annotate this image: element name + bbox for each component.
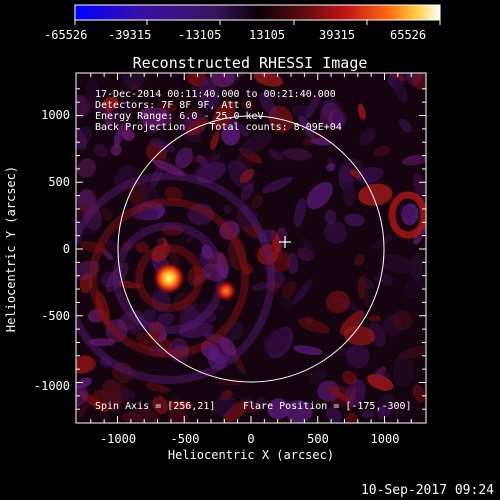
colorbar-gradient: [74, 4, 441, 21]
colorbar-tick-label: -65526: [44, 28, 87, 42]
y-tick-label: -500: [41, 309, 70, 323]
info-line: Back Projection Total counts: 8.09E+04: [95, 122, 342, 133]
x-tick-label: 0: [247, 432, 254, 446]
x-axis-title: Heliocentric X (arcsec): [168, 448, 334, 462]
colorbar-tick-label: 39315: [319, 28, 355, 42]
hot-source-primary: [153, 262, 185, 294]
colorbar-ticks: [74, 20, 441, 25]
flare-position-label: Flare Position = [-175,-300]: [243, 401, 412, 412]
spin-axis-label: Spin Axis = [256,21]: [95, 401, 215, 412]
timestamp: 10-Sep-2017 09:24: [361, 483, 494, 498]
colorbar-tick-label: 65526: [390, 28, 426, 42]
y-tick-label: 0: [63, 242, 70, 256]
info-line: Energy Range: 6.0 - 25.0 keV: [95, 111, 264, 122]
colorbar-tick-label: -39315: [108, 28, 151, 42]
info-line: Detectors: 7F 8F 9F, Att 0: [95, 100, 252, 111]
spin-axis-marker: [279, 236, 291, 248]
x-tick-label: 1000: [371, 432, 400, 446]
info-block: 17-Dec-2014 00:11:40.000 to 00:21:40.000…: [95, 89, 342, 133]
x-tick-label: -1000: [100, 432, 136, 446]
info-line: 17-Dec-2014 00:11:40.000 to 00:21:40.000: [95, 89, 336, 100]
hot-source-secondary: [215, 280, 237, 302]
plot-title: Reconstructed RHESSI Image: [133, 54, 368, 72]
x-tick-label: -500: [171, 432, 200, 446]
y-axis-title: Heliocentric Y (arcsec): [4, 166, 18, 332]
colorbar-tick-label: 13105: [249, 28, 285, 42]
y-tick-label: 1000: [41, 108, 70, 122]
solar-limb-circle: [117, 115, 385, 383]
x-tick-label: 500: [307, 432, 329, 446]
y-tick-label: -1000: [34, 379, 70, 393]
colorbar: -65526 -39315 -13105 13105 39315 65526: [44, 4, 441, 42]
y-tick-label: 500: [48, 175, 70, 189]
colorbar-tick-label: -13105: [178, 28, 221, 42]
axis-ticks: [76, 73, 426, 423]
